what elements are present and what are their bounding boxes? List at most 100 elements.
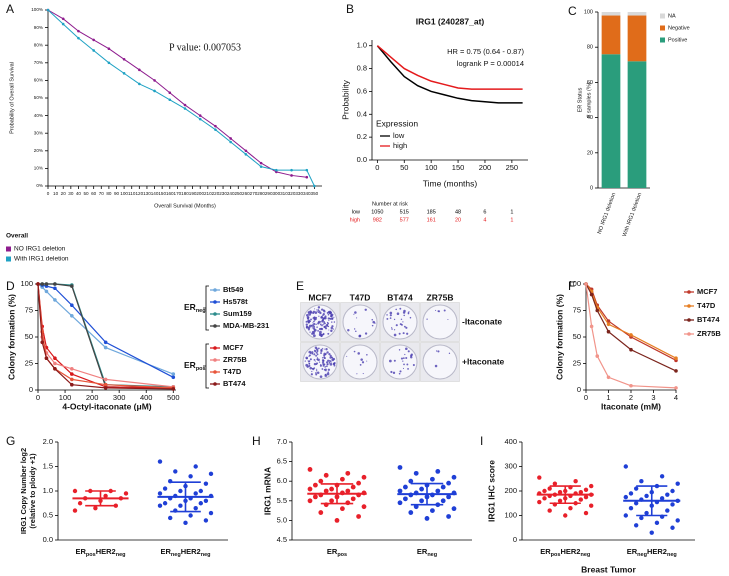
data-point [340,476,345,482]
risk-value: 185 [427,209,436,215]
data-point [408,510,414,515]
colony [316,371,320,374]
y-tick-label: 100 [584,9,593,15]
y-tick-label: 5.5 [277,496,287,505]
data-point [675,518,680,523]
legend-marker [213,300,217,304]
colony [313,353,316,356]
colony [325,324,329,327]
colony [412,363,415,367]
panel-label: E [296,279,304,293]
x-tick-label: 150 [452,163,465,172]
y-tick-label: 1.0 [357,41,367,50]
colony [309,352,312,355]
data-point [639,515,644,521]
colony [393,329,396,331]
colony [318,347,320,350]
legend-swatch [6,246,11,252]
data-point [44,282,49,286]
data-point [313,494,318,500]
well [342,344,378,380]
x-tick-label: ERneg [417,547,437,558]
colony [346,355,348,357]
data-point [171,387,176,391]
data-point [440,484,446,490]
y-axis-label: IRG1 Copy Number log2 [19,448,28,534]
colony [330,361,332,363]
series-line [47,9,307,178]
colony [402,360,404,362]
colony [388,359,392,363]
colony [307,319,310,322]
colony [364,308,367,311]
colony [316,358,318,361]
data-point [244,153,248,156]
legend-label: MCF7 [697,287,717,296]
colony [324,327,328,330]
x-tick-label: ERposHER2neg [540,547,590,558]
data-point [628,505,634,511]
y-axis-label: # samples (%) [586,82,592,117]
colony [313,316,316,319]
legend-label: ZR75B [223,355,247,364]
x-tick-label: 60 [91,191,97,196]
colony [353,350,356,353]
series-line [376,45,523,90]
data-point [46,8,50,12]
x-tick-label: 340 [303,191,311,196]
data-point [103,382,108,387]
colony [364,332,368,335]
colony [304,360,306,362]
y-tick-label: 1.0 [43,486,53,495]
data-point [275,168,278,172]
colony [357,352,360,355]
colony [326,372,330,376]
colony [402,332,405,335]
data-point [53,298,57,302]
data-point [537,475,542,480]
data-point [70,284,74,288]
data-point [424,516,430,521]
data-point [92,49,95,52]
data-point [547,508,552,513]
data-point [589,324,594,329]
colony [320,316,323,319]
colony [307,360,309,362]
data-point [606,322,611,327]
x-tick-label: 40 [76,191,82,196]
data-point [446,514,451,519]
data-point [435,488,441,494]
y-tick-label: 70% [34,60,43,65]
data-point [77,501,83,506]
colony [323,352,327,356]
colony [320,352,323,355]
risk-value: 20 [455,217,461,223]
data-point [53,282,57,286]
data-point [70,314,74,318]
colony [426,318,428,320]
sd-bar [85,490,116,507]
colony [405,326,408,329]
colony [308,313,312,316]
data-point [674,386,678,390]
data-point [361,474,367,480]
data-point [623,513,628,518]
x-tick-label: 3 [651,393,655,402]
data-point [157,503,163,508]
colony [406,363,409,366]
data-point [649,530,654,535]
colony [324,374,328,377]
y-tick-label: 50% [34,95,43,100]
data-point [606,375,611,380]
colony [309,354,311,357]
risk-value: 577 [400,217,409,223]
y-axis-label: IRG1 mRNA [262,467,272,515]
colony [309,358,312,361]
y-tick-label: 25 [25,358,33,367]
x-tick-label: 140 [151,191,159,196]
panel-label: A [6,2,14,16]
colony [320,308,324,311]
colony [308,364,311,368]
data-point [552,481,558,486]
